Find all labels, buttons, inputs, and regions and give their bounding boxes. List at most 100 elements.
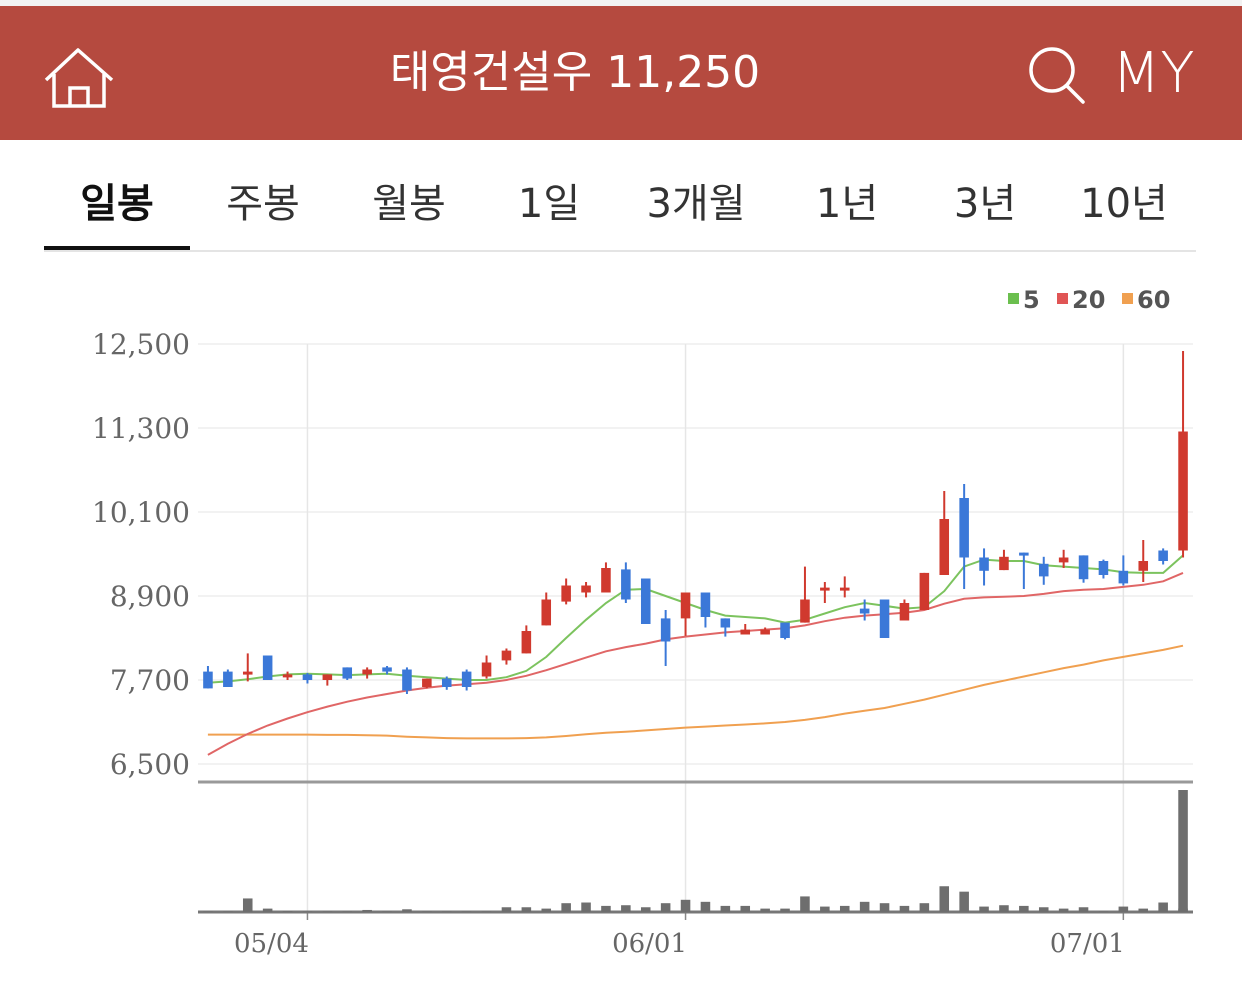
candle bbox=[501, 648, 512, 665]
candle-body bbox=[621, 569, 631, 600]
candle bbox=[242, 653, 253, 682]
tab-monthly[interactable]: 월봉 bbox=[372, 181, 446, 227]
candle bbox=[1138, 540, 1149, 582]
candle bbox=[640, 578, 651, 624]
candle-body bbox=[302, 674, 313, 680]
tab-1day[interactable]: 1일 bbox=[517, 181, 581, 227]
candle bbox=[441, 676, 452, 690]
candle-body bbox=[461, 671, 472, 687]
candle-body bbox=[879, 599, 890, 638]
candle-body bbox=[282, 674, 293, 678]
volume-bar bbox=[561, 903, 571, 912]
volume-bar bbox=[1138, 908, 1149, 912]
home-button[interactable] bbox=[40, 44, 120, 108]
my-button[interactable]: MY bbox=[1112, 41, 1195, 106]
tab-weekly[interactable]: 주봉 bbox=[226, 181, 300, 227]
candle-body bbox=[1118, 570, 1129, 584]
candle bbox=[322, 674, 333, 686]
candle-body bbox=[223, 671, 233, 687]
candle bbox=[541, 592, 552, 626]
legend-label: 60 bbox=[1137, 286, 1170, 314]
volume-bar bbox=[879, 903, 890, 912]
volume-bar bbox=[1019, 905, 1029, 912]
x-tick-label: 06/01 bbox=[612, 929, 687, 959]
volume-bar bbox=[720, 905, 731, 912]
volume-bar bbox=[501, 907, 512, 912]
candle bbox=[1058, 549, 1069, 568]
candle bbox=[223, 669, 233, 687]
candle-body bbox=[262, 655, 273, 680]
candle bbox=[879, 599, 890, 638]
candle bbox=[461, 669, 472, 691]
status-strip bbox=[0, 0, 1242, 6]
volume-bar bbox=[1038, 907, 1049, 912]
candle bbox=[959, 484, 969, 589]
volume-bar bbox=[1158, 902, 1168, 912]
candle-body bbox=[601, 568, 611, 593]
tab-3years[interactable]: 3년 bbox=[953, 181, 1017, 227]
candle-body bbox=[1138, 561, 1149, 571]
candle bbox=[1118, 555, 1129, 586]
tab-1year[interactable]: 1년 bbox=[815, 181, 879, 227]
candle-body bbox=[1038, 563, 1049, 577]
y-tick-label: 10,100 bbox=[92, 496, 190, 529]
tab-3months[interactable]: 3개월 bbox=[646, 181, 746, 227]
candle-body bbox=[481, 662, 492, 677]
candle-body bbox=[382, 667, 392, 672]
volume-bar bbox=[740, 905, 751, 912]
volume-bar bbox=[601, 905, 611, 912]
candle bbox=[780, 622, 790, 640]
volume-bar bbox=[760, 908, 770, 912]
candle-body bbox=[800, 599, 810, 623]
legend-swatch bbox=[1122, 293, 1133, 304]
volume-bar bbox=[660, 903, 671, 912]
ma60-line bbox=[207, 644, 1184, 740]
candle bbox=[561, 578, 571, 605]
candle bbox=[1078, 555, 1089, 583]
candle-body bbox=[242, 671, 253, 675]
candle bbox=[939, 491, 950, 575]
candle bbox=[760, 627, 770, 635]
volume-bar bbox=[242, 898, 253, 912]
volume-bar bbox=[820, 906, 830, 912]
ma20-line bbox=[207, 571, 1184, 756]
y-tick-label: 12,500 bbox=[92, 328, 190, 361]
y-tick-label: 7,700 bbox=[110, 664, 190, 697]
candle-body bbox=[979, 557, 989, 571]
candle-body bbox=[362, 669, 372, 675]
search-icon bbox=[1029, 47, 1085, 104]
candle-body bbox=[919, 572, 930, 610]
legend-label: 5 bbox=[1023, 286, 1040, 314]
candle bbox=[521, 625, 532, 654]
volume-bar bbox=[640, 907, 651, 912]
candle-body bbox=[820, 587, 830, 591]
candle-body bbox=[1178, 431, 1188, 551]
volume-bar bbox=[859, 901, 870, 912]
candle bbox=[402, 667, 412, 694]
candle-body bbox=[1098, 561, 1109, 575]
candle bbox=[899, 599, 910, 621]
candle bbox=[302, 673, 313, 684]
ma5-line bbox=[207, 554, 1184, 684]
candle-body bbox=[780, 622, 790, 638]
candle-body bbox=[680, 592, 691, 619]
candle-body bbox=[402, 669, 412, 691]
legend-swatch bbox=[1008, 293, 1019, 304]
x-tick-label: 05/04 bbox=[234, 929, 309, 959]
y-tick-label: 11,300 bbox=[92, 412, 190, 445]
candle bbox=[601, 562, 611, 593]
candle bbox=[800, 566, 810, 623]
volume-bar bbox=[621, 905, 631, 912]
app-header: 태영건설우 11,250 MY bbox=[0, 6, 1242, 140]
candle-body bbox=[1078, 555, 1089, 580]
candle-body bbox=[899, 603, 910, 621]
candle-body bbox=[700, 592, 711, 617]
tab-daily[interactable]: 일봉 bbox=[44, 160, 190, 250]
volume-bar bbox=[939, 886, 950, 912]
candle bbox=[1178, 351, 1188, 558]
volume-bar bbox=[899, 905, 910, 912]
candle bbox=[859, 599, 870, 621]
candle-body bbox=[740, 629, 751, 635]
tab-10years[interactable]: 10년 bbox=[1080, 181, 1168, 227]
search-button[interactable] bbox=[1025, 44, 1089, 108]
